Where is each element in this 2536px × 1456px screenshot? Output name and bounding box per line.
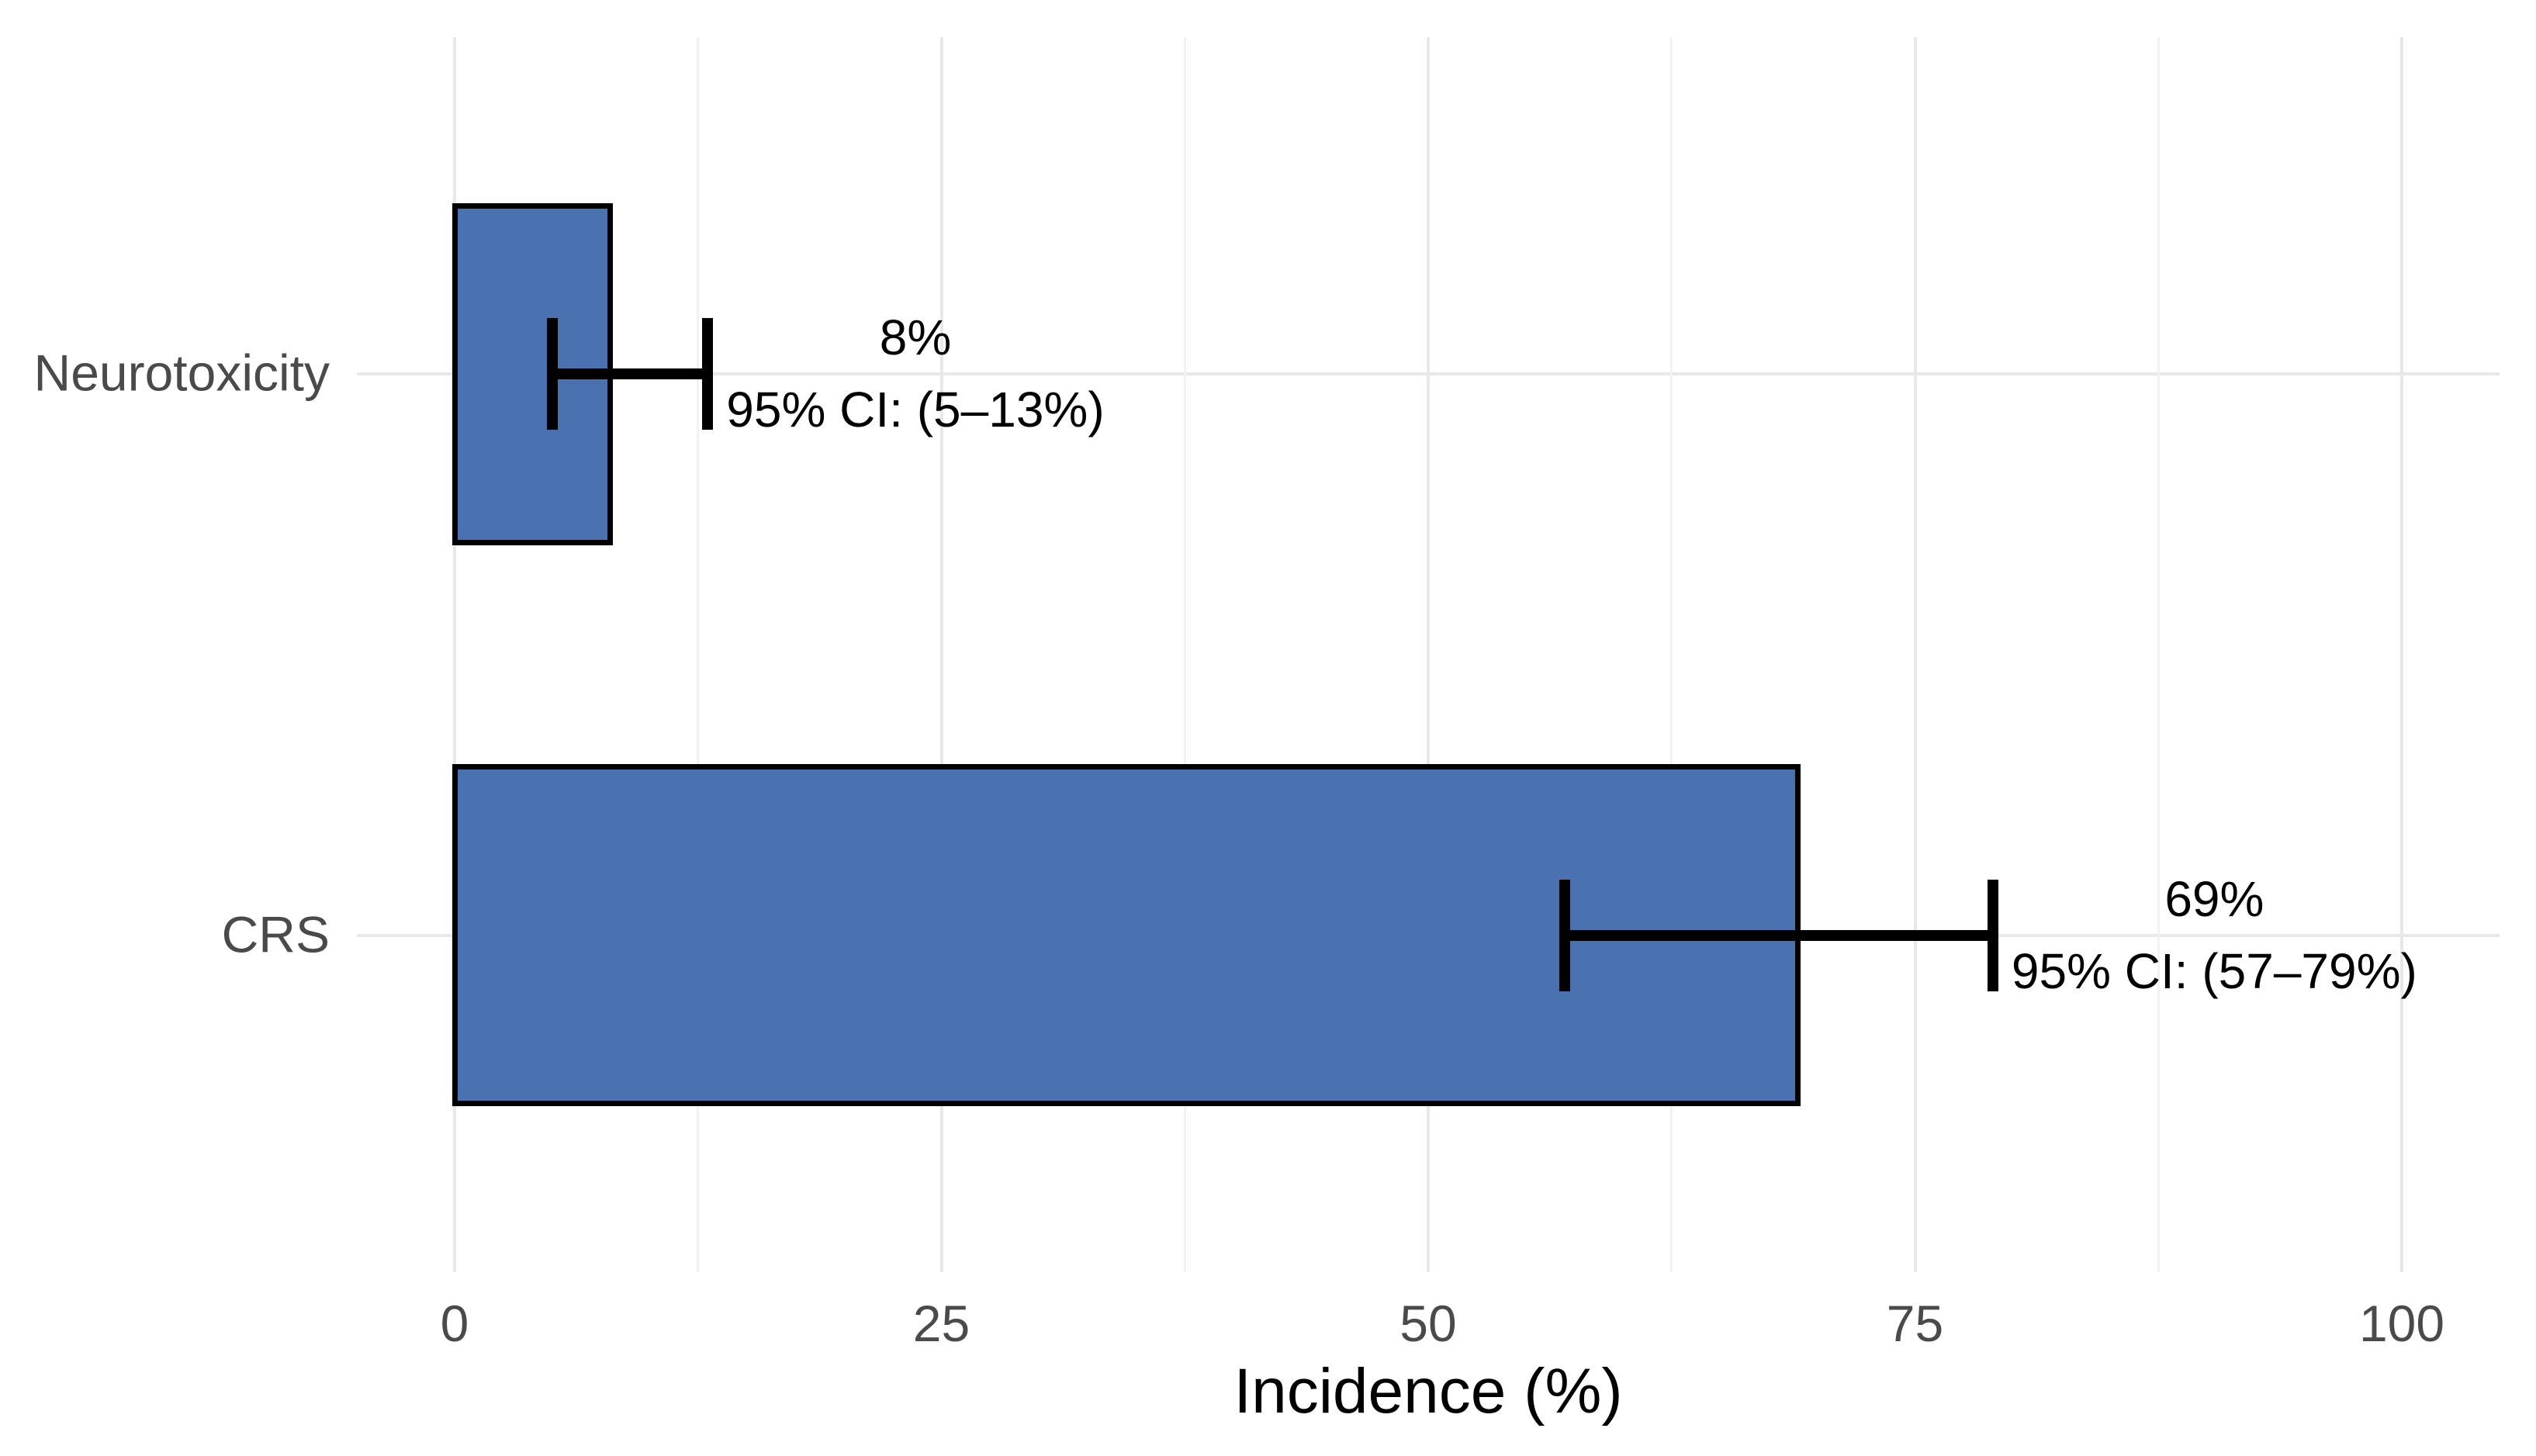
gridline-major-x — [2400, 37, 2403, 1272]
error-bar-cap — [1559, 879, 1570, 991]
gridline-minor-x — [697, 37, 700, 1272]
error-bar-line — [552, 368, 708, 380]
y-category-label: Neurotoxicity — [33, 344, 330, 402]
x-tick-label: 50 — [1399, 1295, 1457, 1352]
annotation-block: 8% 95% CI: (5–13%) — [726, 302, 1104, 446]
x-tick-label: 75 — [1886, 1295, 1944, 1352]
gridline-major-x — [1427, 37, 1430, 1272]
error-bar-line — [1564, 929, 1993, 941]
gridline-minor-x — [2157, 37, 2160, 1272]
error-bar-cap — [702, 318, 714, 431]
gridline-minor-x — [1670, 37, 1673, 1272]
x-axis-title: Incidence (%) — [1233, 1356, 1623, 1427]
ci-label: 95% CI: (57–79%) — [2011, 942, 2417, 999]
y-category-label: CRS — [221, 905, 330, 963]
ci-label: 95% CI: (5–13%) — [726, 382, 1105, 438]
gridline-major-x — [1913, 37, 1917, 1272]
x-tick-label: 0 — [440, 1295, 469, 1352]
value-label: 69% — [2164, 870, 2264, 927]
gridline-minor-x — [1183, 37, 1186, 1272]
x-tick-label: 25 — [912, 1295, 970, 1352]
x-tick-label: 100 — [2358, 1295, 2445, 1352]
annotation-block: 69% 95% CI: (57–79%) — [2012, 863, 2417, 1008]
gridline-major-x — [939, 37, 943, 1272]
error-bar-cap — [1987, 879, 1998, 991]
value-label: 8% — [879, 310, 952, 366]
gridline-major-x — [453, 37, 456, 1272]
error-bar-cap — [546, 318, 558, 431]
